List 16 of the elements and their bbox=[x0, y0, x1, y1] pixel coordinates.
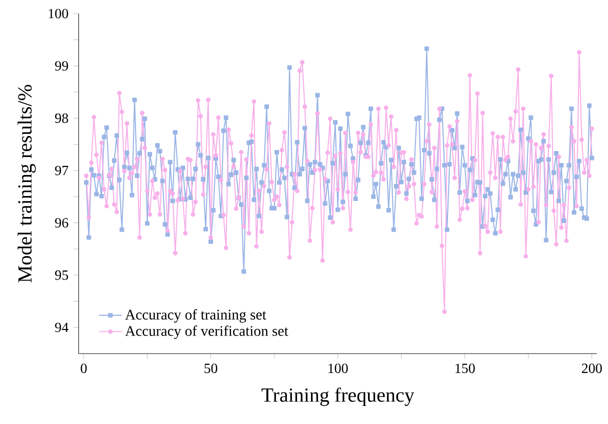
y-axis-title: Model training results/% bbox=[18, 84, 36, 282]
y-tick-label: 98 bbox=[55, 113, 68, 123]
y-tick-label: 97 bbox=[55, 166, 68, 176]
legend-label: Accuracy of training set bbox=[125, 309, 266, 323]
legend-label: Accuracy of verification set bbox=[125, 325, 288, 339]
y-tick-label: 94 bbox=[55, 322, 68, 332]
x-tick-label: 50 bbox=[204, 364, 218, 374]
x-tick-label: 150 bbox=[456, 364, 475, 374]
y-tick-label: 99 bbox=[55, 61, 68, 71]
x-tick-label: 0 bbox=[80, 364, 87, 374]
y-tick-label: 95 bbox=[55, 270, 68, 280]
y-tick-label: 100 bbox=[48, 8, 68, 18]
x-tick-label: 200 bbox=[582, 364, 602, 374]
x-tick-label: 100 bbox=[328, 364, 348, 374]
y-tick-label: 96 bbox=[55, 218, 68, 228]
x-axis-title: Training frequency bbox=[262, 388, 414, 406]
